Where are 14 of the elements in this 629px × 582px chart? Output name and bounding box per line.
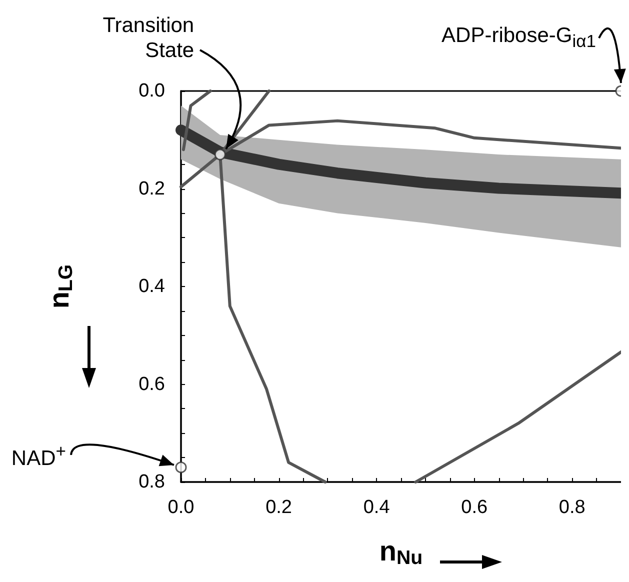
x-tick-label: 0.2: [266, 497, 292, 518]
x-tick-label: 0.0: [168, 497, 194, 518]
annotation: NAD$^{+}$: [10, 440, 66, 472]
x-tick-label: 0.6: [461, 497, 488, 518]
x-tick-label: 0.8: [558, 497, 586, 518]
y-tick-label: 0.0: [138, 80, 165, 102]
annotation: ADP-ribose-G$_{iα1}$: [440, 23, 596, 54]
y-tick-label: 0.2: [138, 178, 165, 200]
x-tick-label: 0.4: [363, 497, 390, 518]
annotation: Transition State: [102, 12, 194, 63]
y-axis-title: nLG: [44, 264, 77, 309]
y-tick-label: 0.8: [138, 472, 165, 492]
y-tick-label: 0.6: [138, 374, 165, 395]
y-tick-label: 0.4: [138, 276, 166, 297]
